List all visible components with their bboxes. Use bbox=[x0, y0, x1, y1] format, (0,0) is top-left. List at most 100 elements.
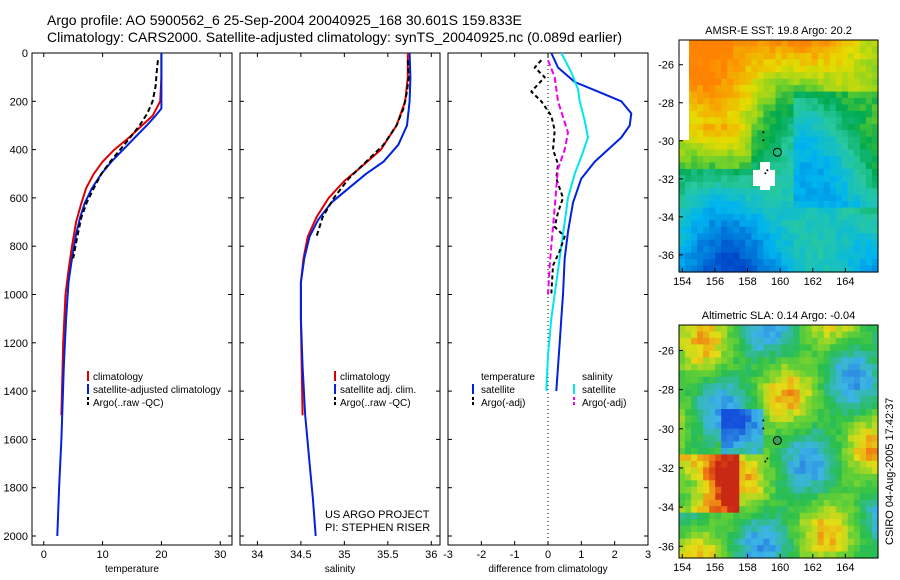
map-cell bbox=[763, 265, 770, 273]
map-cell bbox=[733, 467, 740, 475]
map-cell bbox=[805, 110, 813, 118]
map-cell bbox=[715, 545, 722, 553]
map-cell bbox=[853, 175, 861, 183]
map-cell bbox=[721, 441, 728, 449]
map-cell bbox=[817, 357, 825, 365]
map-cell bbox=[715, 123, 722, 131]
map-cell bbox=[709, 525, 716, 533]
map-cell bbox=[811, 194, 819, 202]
map-cell bbox=[829, 435, 837, 443]
map-cell bbox=[721, 156, 728, 163]
map-cell bbox=[859, 85, 867, 93]
map-cell bbox=[733, 65, 740, 73]
map-title: AMSR-E SST: 19.8 Argo: 20.2 bbox=[705, 25, 852, 37]
map-cell bbox=[769, 519, 777, 527]
map-cell bbox=[811, 72, 819, 80]
map-cell bbox=[739, 493, 746, 501]
map-cell bbox=[793, 46, 801, 54]
map-cell bbox=[847, 525, 855, 533]
map-cell bbox=[823, 46, 831, 54]
map-cell bbox=[739, 480, 746, 488]
map-cell bbox=[727, 233, 734, 241]
map-cell bbox=[859, 428, 867, 436]
y-tick-label: -32 bbox=[658, 463, 674, 475]
map-cell bbox=[709, 156, 716, 163]
map-cell bbox=[847, 428, 855, 436]
map-cell bbox=[691, 460, 698, 468]
map-cell bbox=[769, 325, 777, 333]
x-tick-label: 20 bbox=[155, 549, 167, 561]
map-cell bbox=[757, 454, 764, 462]
map-cell bbox=[811, 52, 819, 60]
map-cell bbox=[715, 110, 722, 118]
map-cell bbox=[721, 59, 728, 67]
map-cell bbox=[835, 460, 843, 468]
map-cell bbox=[685, 181, 692, 189]
map-cell bbox=[715, 149, 722, 157]
map-cell bbox=[703, 467, 710, 475]
map-cell bbox=[841, 331, 849, 339]
map-cell bbox=[853, 422, 861, 430]
map-cell bbox=[799, 91, 807, 99]
map-cell bbox=[865, 454, 873, 462]
map-cell bbox=[775, 117, 783, 125]
map-cell bbox=[703, 188, 710, 196]
map-cell bbox=[769, 383, 777, 391]
map-cell bbox=[872, 435, 879, 443]
map-cell bbox=[739, 136, 746, 144]
map-cell bbox=[751, 252, 758, 260]
map-cell bbox=[787, 532, 795, 540]
map-cell bbox=[872, 104, 879, 112]
map-cell bbox=[793, 78, 801, 86]
map-cell bbox=[691, 499, 698, 507]
map-cell bbox=[697, 123, 704, 131]
map-cell bbox=[703, 363, 710, 371]
map-cell bbox=[703, 532, 710, 540]
map-cell bbox=[847, 52, 855, 60]
map-cell bbox=[793, 493, 801, 501]
map-cell bbox=[733, 551, 740, 559]
map-cell bbox=[721, 265, 728, 273]
map-cell bbox=[829, 40, 837, 47]
map-cell bbox=[805, 435, 813, 443]
map-cell bbox=[811, 259, 819, 267]
map-cell bbox=[817, 454, 825, 462]
map-cell bbox=[703, 59, 710, 67]
x-tick-label: 34.5 bbox=[290, 549, 311, 561]
map-cell bbox=[739, 525, 746, 533]
map-cell bbox=[859, 78, 867, 86]
map-cell bbox=[781, 337, 789, 345]
map-cell bbox=[841, 538, 849, 546]
map-cell bbox=[847, 460, 855, 468]
map-cell bbox=[865, 181, 873, 189]
map-cell bbox=[763, 104, 770, 112]
map-cell bbox=[751, 415, 758, 423]
map-cell bbox=[787, 72, 795, 80]
map-cell bbox=[841, 467, 849, 475]
map-cell bbox=[781, 46, 789, 54]
map-cell bbox=[787, 201, 795, 209]
map-cell bbox=[703, 525, 710, 533]
map-cell bbox=[859, 156, 867, 163]
map-cell bbox=[787, 402, 795, 410]
map-cell bbox=[805, 480, 813, 488]
map-cell bbox=[835, 454, 843, 462]
map-cell bbox=[781, 350, 789, 358]
map-cell bbox=[841, 480, 849, 488]
map-cell bbox=[805, 441, 813, 449]
map-cell bbox=[823, 123, 831, 131]
x-tick-label: 0 bbox=[545, 549, 551, 561]
map-cell bbox=[775, 175, 783, 183]
map-cell bbox=[685, 239, 692, 247]
map-cell bbox=[733, 519, 740, 527]
map-cell bbox=[835, 532, 843, 540]
map-cell bbox=[872, 402, 879, 410]
map-cell bbox=[775, 551, 783, 559]
map-cell bbox=[817, 435, 825, 443]
map-cell bbox=[829, 538, 837, 546]
map-cell bbox=[745, 499, 752, 507]
map-cell bbox=[763, 78, 770, 86]
map-cell bbox=[757, 337, 764, 345]
map-cell bbox=[751, 85, 758, 93]
map-cell bbox=[757, 110, 764, 118]
